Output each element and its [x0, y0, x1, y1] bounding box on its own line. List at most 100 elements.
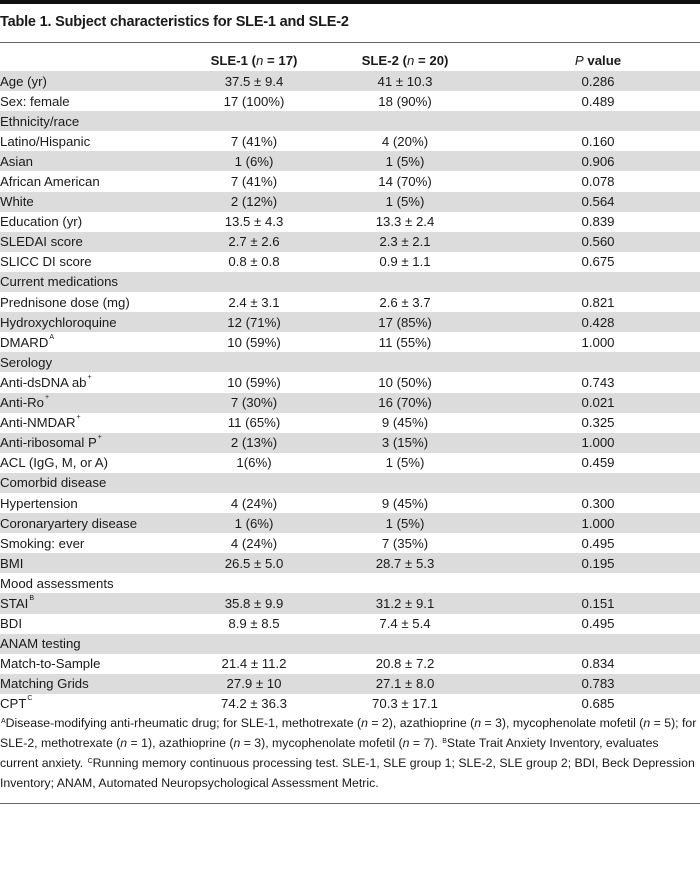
cell-p-value: 0.675: [581, 254, 615, 270]
table-row: ACL (IgG, M, or A) 1(6%) 1 (5%) 0.459: [0, 453, 700, 473]
row-label: Serology: [0, 354, 53, 370]
table-row: White 2 (12%) 1 (5%) 0.564: [0, 191, 700, 212]
cell-p-value: 0.495: [581, 616, 615, 632]
table-row: DMARDA 10 (59%) 11 (55%) 1.000: [0, 332, 700, 352]
cell-sle2: 18 (90%): [378, 93, 432, 109]
cell-p-value: 0.428: [581, 314, 615, 330]
cell-p-value: 1.000: [581, 515, 615, 531]
table-row: Sex: female 17 (100%) 18 (90%) 0.489: [0, 91, 700, 111]
cell-sle1: 8.9 ± 8.5: [228, 616, 280, 632]
top-rule: [0, 0, 700, 4]
row-label: BMI: [0, 555, 24, 571]
row-label: STAIB: [0, 594, 35, 611]
cell-sle1: 4 (24%): [230, 495, 278, 511]
cell-sle2: 13.3 ± 2.4: [375, 214, 435, 230]
cell-sle1: 12 (71%): [227, 314, 281, 330]
table-row: Hydroxychloroquine 12 (71%) 17 (85%) 0.428: [0, 312, 700, 333]
table-row: Age (yr) 37.5 ± 9.4 41 ± 10.3 0.286: [0, 71, 700, 92]
table-row: African American 7 (41%) 14 (70%) 0.078: [0, 171, 700, 191]
cell-sle1: 0.8 ± 0.8: [228, 254, 280, 270]
cell-sle2: 1 (5%): [385, 153, 425, 169]
table-row: Match-to-Sample 21.4 ± 11.2 20.8 ± 7.2 0.83…: [0, 654, 700, 674]
cell-sle1: 21.4 ± 11.2: [221, 656, 287, 672]
cell-sle1: 11 (65%): [227, 415, 281, 431]
cell-p-value: 0.195: [581, 555, 615, 571]
header-divider: [0, 42, 700, 43]
row-label: ANAM testing: [0, 636, 81, 652]
header-sle1: SLE-1 (n = 17): [210, 52, 298, 68]
row-label: Match-to-Sample: [0, 656, 101, 672]
cell-p-value: 0.834: [581, 656, 615, 672]
table-row: Comorbid disease: [0, 472, 700, 493]
row-label: Education (yr): [0, 214, 83, 230]
row-label: Ethnicity/race: [0, 113, 80, 129]
table-row: Matching Grids 27.9 ± 10 27.1 ± 8.0 0.783: [0, 673, 700, 694]
table-title: Table 1. Subject characteristics for SLE…: [0, 14, 349, 30]
row-label: SLEDAI score: [0, 234, 83, 250]
cell-sle1: 35.8 ± 9.9: [224, 595, 284, 611]
cell-p-value: 0.151: [581, 595, 615, 611]
cell-p-value: 0.743: [581, 374, 615, 390]
row-label: Anti-ribosomal P+: [0, 434, 102, 451]
row-label: ACL (IgG, M, or A): [0, 455, 108, 471]
cell-sle1: 2 (13%): [230, 435, 278, 451]
row-label: DMARDA: [0, 333, 55, 350]
table-row: Smoking: ever 4 (24%) 7 (35%) 0.495: [0, 533, 700, 553]
row-label: CPTC: [0, 695, 33, 712]
cell-p-value: 0.286: [581, 73, 615, 89]
row-label: White: [0, 194, 34, 210]
cell-sle1: 7 (30%): [230, 395, 278, 411]
cell-sle1: 26.5 ± 5.0: [224, 555, 284, 571]
cell-sle1: 1 (6%): [234, 515, 274, 531]
cell-sle2: 20.8 ± 7.2: [375, 656, 435, 672]
table-row: Anti-ribosomal P+ 2 (13%) 3 (15%) 1.000: [0, 432, 700, 453]
cell-sle2: 0.9 ± 1.1: [379, 254, 431, 270]
table-row: STAIB 35.8 ± 9.9 31.2 ± 9.1 0.151: [0, 593, 700, 614]
cell-sle1: 1(6%): [236, 455, 272, 471]
cell-sle2: 1 (5%): [385, 455, 425, 471]
cell-sle2: 14 (70%): [378, 174, 432, 190]
row-label: Mood assessments: [0, 575, 114, 591]
cell-sle2: 41 ± 10.3: [377, 73, 433, 89]
cell-sle2: 70.3 ± 17.1: [372, 696, 438, 712]
table-row: BMI 26.5 ± 5.0 28.7 ± 5.3 0.195: [0, 553, 700, 574]
table-row: Anti-Ro+ 7 (30%) 16 (70%) 0.021: [0, 392, 700, 413]
table-footnote: ADisease-modifying anti-rheumatic drug; …: [0, 716, 697, 790]
table-row: Education (yr) 13.5 ± 4.3 13.3 ± 2.4 0.839: [0, 212, 700, 232]
table-row: Ethnicity/race: [0, 111, 700, 132]
cell-sle2: 10 (50%): [378, 374, 432, 390]
row-label: Sex: female: [0, 93, 70, 109]
row-label: Anti-dsDNA ab+: [0, 373, 92, 390]
row-label: Matching Grids: [0, 676, 89, 692]
table-row: ANAM testing: [0, 633, 700, 654]
cell-sle2: 3 (15%): [381, 435, 429, 451]
cell-sle2: 2.3 ± 2.1: [379, 234, 431, 250]
table-row: SLEDAI score 2.7 ± 2.6 2.3 ± 2.1 0.560: [0, 231, 700, 252]
header-p-value: P value: [574, 52, 622, 68]
row-label: Hypertension: [0, 495, 78, 511]
table-row: Anti-NMDAR+ 11 (65%) 9 (45%) 0.325: [0, 413, 700, 433]
cell-p-value: 1.000: [581, 435, 615, 451]
cell-p-value: 0.495: [581, 535, 615, 551]
cell-p-value: 0.564: [581, 194, 615, 210]
cell-p-value: 1.000: [581, 334, 615, 350]
cell-sle2: 9 (45%): [381, 495, 429, 511]
cell-sle1: 10 (59%): [227, 334, 281, 350]
cell-p-value: 0.821: [581, 294, 615, 310]
row-label: Latino/Hispanic: [0, 133, 91, 149]
cell-p-value: 0.021: [581, 395, 615, 411]
row-label: Hydroxychloroquine: [0, 314, 117, 330]
row-label: SLICC DI score: [0, 254, 92, 270]
table-header-row: SLE-1 (n = 17) SLE-2 (n = 20) P value: [0, 49, 700, 71]
row-label: African American: [0, 174, 100, 190]
cell-sle2: 16 (70%): [378, 395, 432, 411]
cell-p-value: 0.906: [581, 153, 615, 169]
table-row: Asian 1 (6%) 1 (5%) 0.906: [0, 151, 700, 172]
cell-sle2: 7 (35%): [381, 535, 429, 551]
cell-sle1: 7 (41%): [230, 133, 278, 149]
cell-sle1: 13.5 ± 4.3: [224, 214, 284, 230]
row-label: Coronaryartery disease: [0, 515, 138, 531]
cell-p-value: 0.300: [581, 495, 615, 511]
cell-sle1: 10 (59%): [227, 374, 281, 390]
row-label: Anti-Ro+: [0, 394, 50, 411]
